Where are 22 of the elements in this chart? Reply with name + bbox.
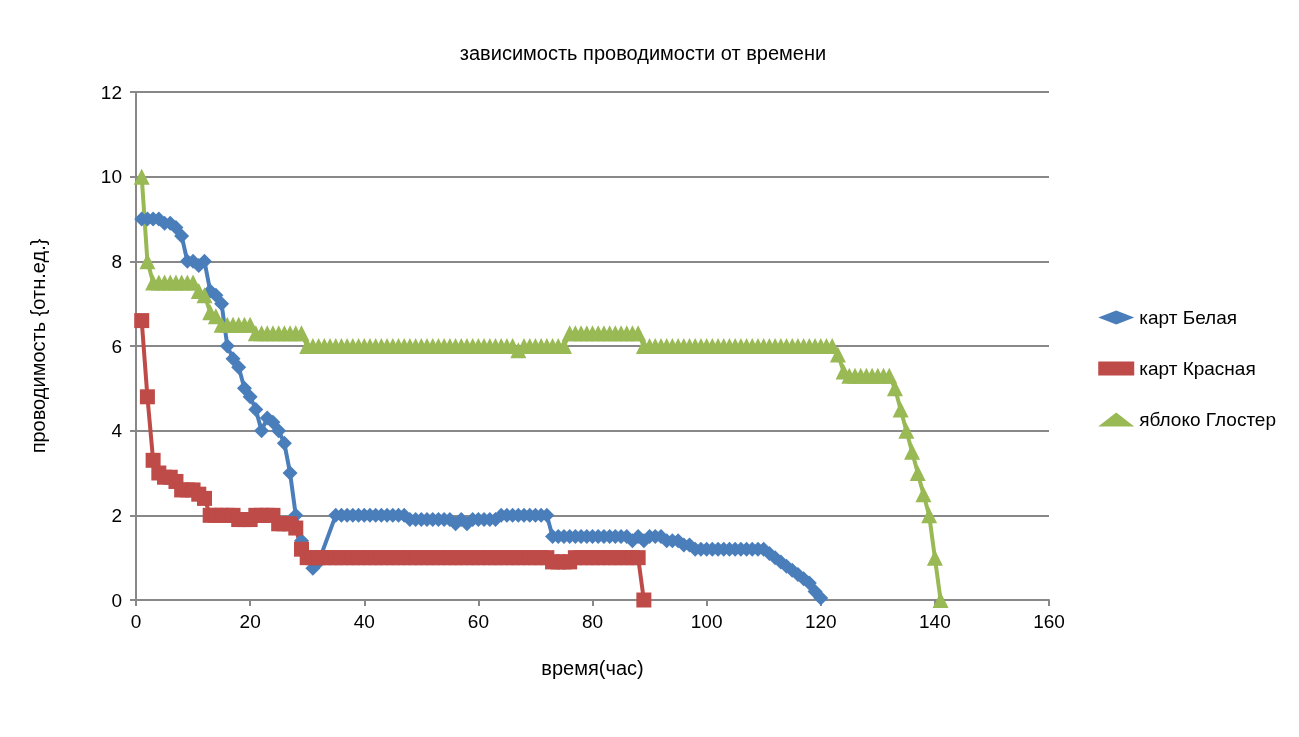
y-tick-label: 10 [100,166,122,188]
x-tick-label: 20 [239,611,261,632]
x-axis-title: время(час) [541,657,644,679]
y-tick-label: 6 [111,335,122,357]
x-tick-label: 140 [919,611,951,632]
x-tick-label: 60 [467,611,489,632]
y-axis-title: проводимость {отн.ед.} [27,238,49,454]
chart-title: зависимость проводимости от времени [459,42,827,64]
x-tick-label: 40 [353,611,375,632]
legend-label: карт Белая [1139,307,1238,328]
y-tick-label: 12 [100,81,122,103]
y-tick-label: 2 [111,504,122,526]
legend-label: карт Красная [1139,358,1256,379]
legend-label: яблоко Глостер [1139,409,1277,430]
x-tick-label: 120 [804,611,837,632]
x-tick-label: 80 [581,611,604,632]
x-tick-label: 100 [690,611,723,632]
y-tick-label: 8 [111,250,122,272]
x-tick-label: 160 [1033,611,1065,632]
y-tick-label: 0 [111,589,122,611]
y-tick-label: 4 [111,420,123,442]
x-tick-label: 0 [130,611,142,632]
